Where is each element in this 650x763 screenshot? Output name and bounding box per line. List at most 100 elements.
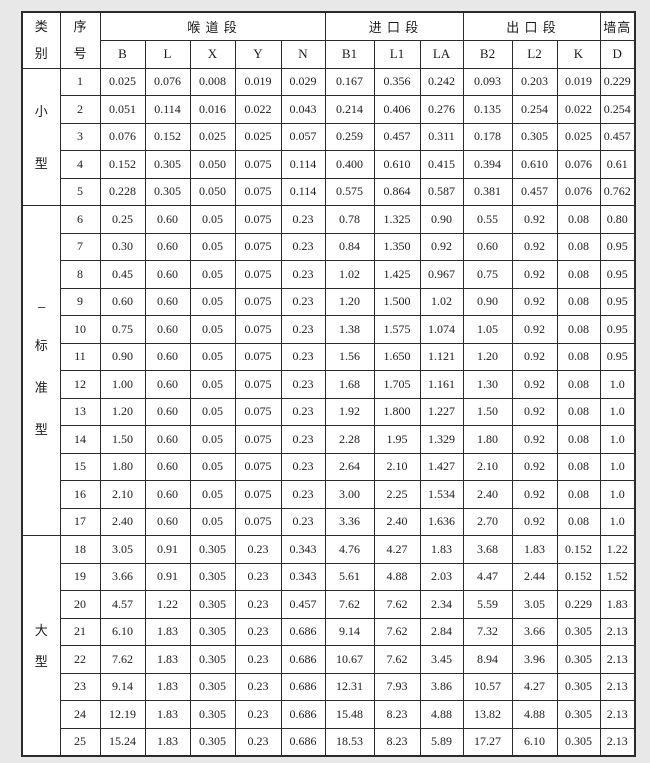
cell-B2: 17.27 — [462, 727, 513, 756]
table-row: 16 2.10 0.60 0.05 0.075 0.23 3.00 2.25 1.534 2.40… — [22, 480, 636, 509]
cell-D: 0.80 — [599, 205, 636, 234]
cell-K: 0.08 — [556, 425, 601, 454]
cell-Y: 0.23 — [234, 645, 282, 674]
cell-D: 1.0 — [599, 507, 636, 536]
cell-LA: 0.587 — [419, 177, 464, 206]
cell-D: 2.13 — [599, 645, 636, 674]
cell-L: 0.152 — [144, 122, 191, 151]
cell-K: 0.152 — [556, 535, 601, 564]
cell-K: 0.08 — [556, 315, 601, 344]
cell-X: 0.305 — [189, 535, 236, 564]
serial-cell: 6 — [59, 205, 101, 234]
cell-B1: 18.53 — [324, 727, 375, 756]
cell-Y: 0.075 — [234, 342, 282, 371]
col-header-L2: L2 — [511, 39, 558, 69]
category-cell-小型: 小型 — [21, 67, 61, 206]
group-header-wall-height: 墙高 — [599, 11, 636, 41]
cell-N: 0.686 — [280, 672, 326, 701]
corner-header-char: 别 — [34, 46, 48, 62]
cell-LA: 0.311 — [419, 122, 464, 151]
cell-L: 1.22 — [144, 590, 191, 619]
col-header-Y: Y — [234, 39, 282, 69]
cell-L1: 1.325 — [373, 205, 421, 234]
cell-B: 3.05 — [99, 535, 146, 564]
cell-B: 15.24 — [99, 727, 146, 756]
cell-L1: 7.62 — [373, 590, 421, 619]
table-row: 17 2.40 0.60 0.05 0.075 0.23 3.36 2.40 1.636 2.70… — [22, 507, 636, 536]
table-row: 小型 1 0.025 0.076 0.008 0.019 0.029 0.167 0.356 0.… — [21, 67, 636, 206]
cell-L1: 7.62 — [373, 645, 421, 674]
cell-Y: 0.075 — [234, 205, 282, 234]
cell-B: 0.60 — [99, 287, 146, 316]
cell-K: 0.152 — [556, 562, 601, 591]
serial-cell: 13 — [59, 397, 101, 426]
cell-L: 0.305 — [144, 177, 191, 206]
serial-cell: 14 — [59, 425, 101, 454]
header-row-columns: B L X Y N B1 L1 LA B2 L2 K D — [22, 39, 636, 69]
cell-Y: 0.23 — [234, 727, 282, 756]
category-label-stack: 小型 — [23, 101, 59, 172]
cell-L: 0.60 — [144, 315, 191, 344]
cell-B1: 0.214 — [324, 95, 375, 124]
cell-X: 0.05 — [189, 480, 236, 509]
cell-D: 0.254 — [599, 95, 636, 124]
cell-LA: 0.415 — [419, 150, 464, 179]
cell-K: 0.08 — [556, 370, 601, 399]
table-row: 8 0.45 0.60 0.05 0.075 0.23 1.02 1.425 0.967 0.75… — [22, 260, 636, 289]
serial-cell: 8 — [59, 260, 101, 289]
cell-Y: 0.075 — [234, 480, 282, 509]
serial-cell: 12 — [59, 370, 101, 399]
cell-B: 0.152 — [99, 150, 146, 179]
cell-B: 1.00 — [99, 370, 146, 399]
cell-B2: 0.381 — [462, 177, 513, 206]
cell-LA: 1.161 — [419, 370, 464, 399]
cell-Y: 0.019 — [234, 67, 282, 96]
cell-X: 0.305 — [189, 617, 236, 646]
cell-B: 1.80 — [99, 452, 146, 481]
table-row: 24 12.19 1.83 0.305 0.23 0.686 15.48 8.23 4.88 13… — [22, 700, 636, 729]
serial-cell: 15 — [59, 452, 101, 481]
cell-L: 0.60 — [144, 507, 191, 536]
cell-N: 0.23 — [280, 260, 326, 289]
cell-Y: 0.23 — [234, 590, 282, 619]
col-header-LA: LA — [419, 39, 464, 69]
table-row: 15 1.80 0.60 0.05 0.075 0.23 2.64 2.10 1.427 2.10… — [22, 452, 636, 481]
cell-B2: 4.47 — [462, 562, 513, 591]
table-row: 22 7.62 1.83 0.305 0.23 0.686 10.67 7.62 3.45 8.9… — [22, 645, 636, 674]
table-row: --- 标准型 6 0.25 0.60 0.05 0.075 0.23 0.78 1.325 0.9… — [21, 205, 636, 536]
cell-X: 0.05 — [189, 260, 236, 289]
cell-B1: 2.28 — [324, 425, 375, 454]
cell-L1: 7.93 — [373, 672, 421, 701]
cell-LA: 1.636 — [419, 507, 464, 536]
serial-cell: 4 — [59, 150, 101, 179]
category-cell-大型: 大型 — [21, 535, 61, 756]
cell-B1: 7.62 — [324, 590, 375, 619]
cell-N: 0.043 — [280, 95, 326, 124]
cell-B2: 0.60 — [462, 232, 513, 261]
cell-L1: 4.88 — [373, 562, 421, 591]
category-char: 大 — [34, 623, 48, 639]
cell-LA: 2.03 — [419, 562, 464, 591]
group-header-outlet-section: 出 口 段 — [462, 11, 601, 41]
flume-dimension-table: 类别序号喉 道 段进 口 段出 口 段墙高 B L X Y N B1 L1 LA B2 L2 K D 小… — [21, 11, 636, 757]
cell-D: 0.61 — [599, 150, 636, 179]
cell-X: 0.05 — [189, 315, 236, 344]
category-char: 小 — [34, 104, 48, 120]
cell-L1: 0.356 — [373, 67, 421, 96]
cell-B1: 0.84 — [324, 232, 375, 261]
cell-N: 0.23 — [280, 480, 326, 509]
cell-Y: 0.075 — [234, 177, 282, 206]
cell-B1: 2.64 — [324, 452, 375, 481]
cell-K: 0.305 — [556, 727, 601, 756]
cell-B2: 0.55 — [462, 205, 513, 234]
cell-Y: 0.23 — [234, 535, 282, 564]
cell-D: 1.0 — [599, 425, 636, 454]
cell-K: 0.305 — [556, 700, 601, 729]
cell-B2: 5.59 — [462, 590, 513, 619]
serial-cell: 25 — [59, 727, 101, 756]
cell-K: 0.08 — [556, 480, 601, 509]
cell-K: 0.022 — [556, 95, 601, 124]
cell-L1: 2.25 — [373, 480, 421, 509]
cell-L2: 3.66 — [511, 617, 558, 646]
cell-B: 2.10 — [99, 480, 146, 509]
